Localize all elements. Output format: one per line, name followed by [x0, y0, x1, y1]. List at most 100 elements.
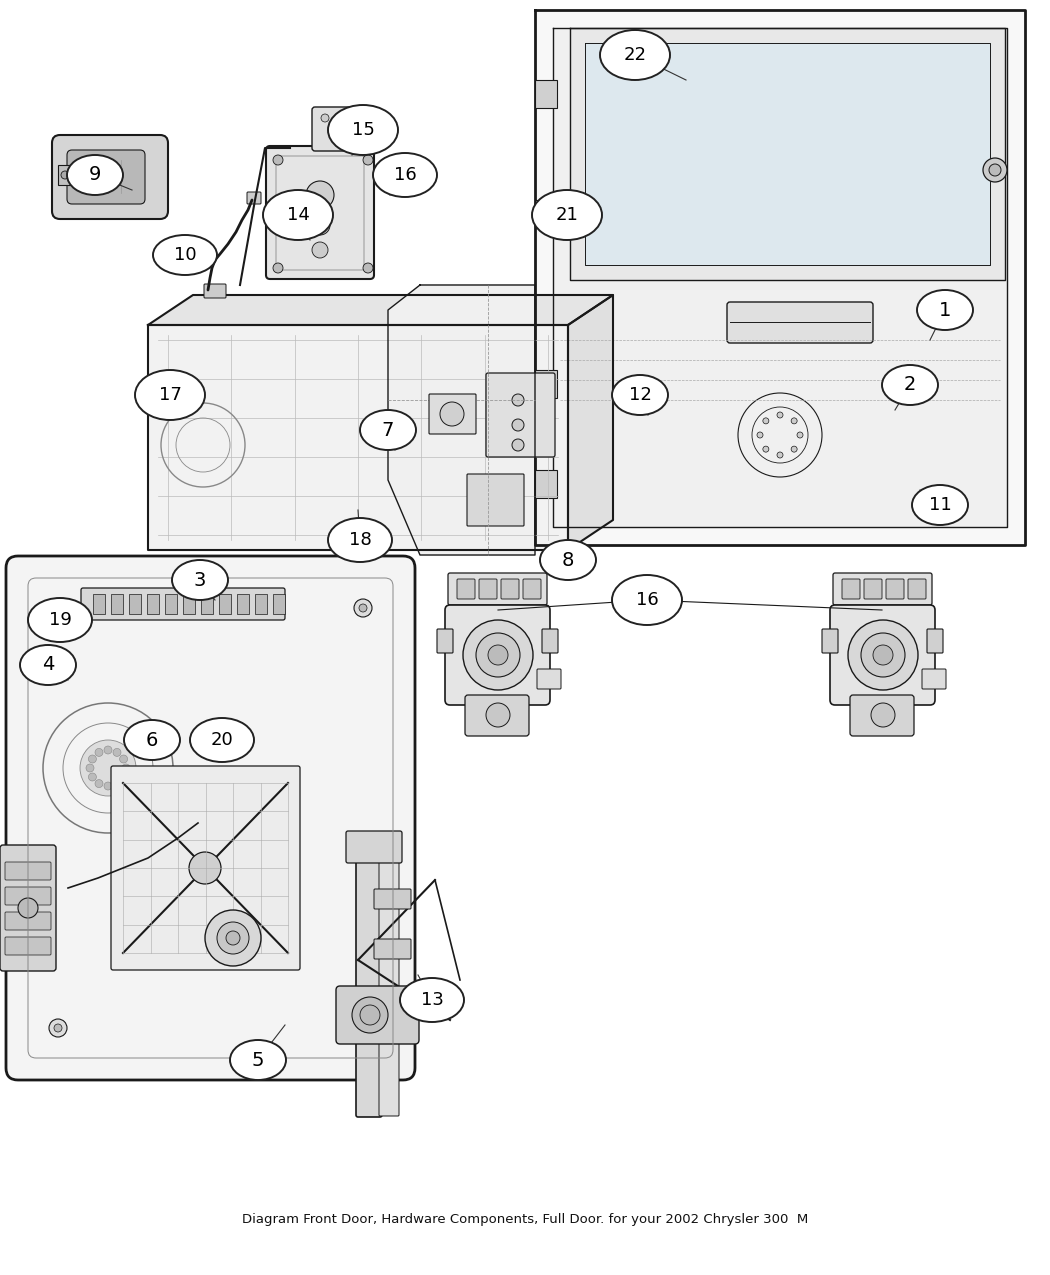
Bar: [536, 200, 556, 228]
Circle shape: [512, 439, 524, 451]
Circle shape: [273, 156, 284, 164]
Circle shape: [352, 997, 388, 1033]
Circle shape: [94, 748, 103, 756]
FancyBboxPatch shape: [247, 193, 261, 204]
FancyBboxPatch shape: [374, 938, 411, 959]
Circle shape: [872, 703, 895, 727]
Ellipse shape: [172, 560, 228, 601]
Ellipse shape: [612, 375, 668, 414]
Circle shape: [757, 432, 763, 439]
Circle shape: [763, 446, 769, 453]
Circle shape: [983, 158, 1007, 182]
Polygon shape: [536, 10, 1025, 544]
Text: 12: 12: [629, 386, 651, 404]
FancyBboxPatch shape: [374, 889, 411, 909]
Circle shape: [310, 215, 330, 235]
Circle shape: [777, 453, 783, 458]
Ellipse shape: [912, 484, 968, 525]
FancyBboxPatch shape: [727, 302, 873, 343]
Ellipse shape: [28, 598, 92, 643]
Circle shape: [359, 113, 368, 122]
FancyBboxPatch shape: [379, 834, 399, 1116]
Polygon shape: [570, 28, 1005, 280]
Circle shape: [61, 171, 69, 179]
Bar: [201, 594, 213, 615]
FancyBboxPatch shape: [501, 579, 519, 599]
Circle shape: [54, 604, 62, 612]
Polygon shape: [553, 28, 1007, 527]
Circle shape: [463, 620, 533, 690]
Circle shape: [763, 418, 769, 423]
Text: 10: 10: [173, 246, 196, 264]
Text: 16: 16: [635, 592, 658, 609]
Circle shape: [873, 645, 892, 666]
Circle shape: [354, 1019, 372, 1037]
Circle shape: [341, 113, 349, 122]
Text: 22: 22: [624, 46, 647, 64]
Bar: [273, 594, 285, 615]
Text: 9: 9: [89, 166, 101, 185]
Circle shape: [122, 764, 130, 771]
Text: 14: 14: [287, 207, 310, 224]
FancyBboxPatch shape: [266, 147, 374, 279]
Circle shape: [989, 164, 1001, 176]
FancyBboxPatch shape: [6, 556, 415, 1080]
FancyBboxPatch shape: [467, 474, 524, 527]
Text: 13: 13: [421, 991, 443, 1009]
Circle shape: [791, 446, 797, 453]
FancyBboxPatch shape: [486, 374, 555, 456]
Circle shape: [797, 432, 803, 439]
Circle shape: [273, 263, 284, 273]
FancyBboxPatch shape: [445, 606, 550, 705]
Circle shape: [488, 645, 508, 666]
Bar: [219, 594, 231, 615]
Circle shape: [49, 1019, 67, 1037]
Ellipse shape: [328, 518, 392, 562]
Circle shape: [360, 1005, 380, 1025]
Ellipse shape: [262, 190, 333, 240]
Circle shape: [88, 773, 97, 782]
Polygon shape: [388, 286, 536, 555]
Ellipse shape: [67, 156, 123, 195]
Bar: [129, 594, 141, 615]
Circle shape: [88, 755, 97, 762]
Text: 4: 4: [42, 655, 55, 674]
Circle shape: [351, 558, 365, 572]
Bar: [536, 370, 556, 398]
Circle shape: [86, 764, 94, 771]
Ellipse shape: [328, 105, 398, 156]
FancyBboxPatch shape: [312, 107, 378, 150]
FancyBboxPatch shape: [908, 579, 926, 599]
Circle shape: [120, 773, 128, 782]
Circle shape: [440, 402, 464, 426]
Text: 7: 7: [382, 421, 394, 440]
Bar: [111, 594, 123, 615]
Circle shape: [189, 852, 220, 884]
Circle shape: [791, 418, 797, 423]
Circle shape: [49, 599, 67, 617]
FancyBboxPatch shape: [922, 669, 946, 688]
Bar: [536, 80, 556, 108]
FancyBboxPatch shape: [5, 912, 51, 929]
Bar: [58, 164, 72, 185]
Ellipse shape: [153, 235, 217, 275]
Ellipse shape: [540, 541, 596, 580]
FancyBboxPatch shape: [822, 629, 838, 653]
FancyBboxPatch shape: [537, 669, 561, 688]
Ellipse shape: [600, 31, 670, 80]
Ellipse shape: [532, 190, 602, 240]
FancyBboxPatch shape: [81, 588, 285, 620]
Circle shape: [354, 599, 372, 617]
Text: 8: 8: [562, 551, 574, 570]
Text: 18: 18: [349, 530, 372, 550]
Circle shape: [226, 931, 240, 945]
Circle shape: [54, 1024, 62, 1031]
FancyBboxPatch shape: [336, 986, 419, 1044]
Text: 6: 6: [146, 731, 159, 750]
Ellipse shape: [400, 978, 464, 1023]
Circle shape: [18, 898, 38, 918]
Bar: [165, 594, 177, 615]
FancyBboxPatch shape: [5, 937, 51, 955]
FancyBboxPatch shape: [5, 862, 51, 880]
Text: 1: 1: [939, 301, 951, 320]
